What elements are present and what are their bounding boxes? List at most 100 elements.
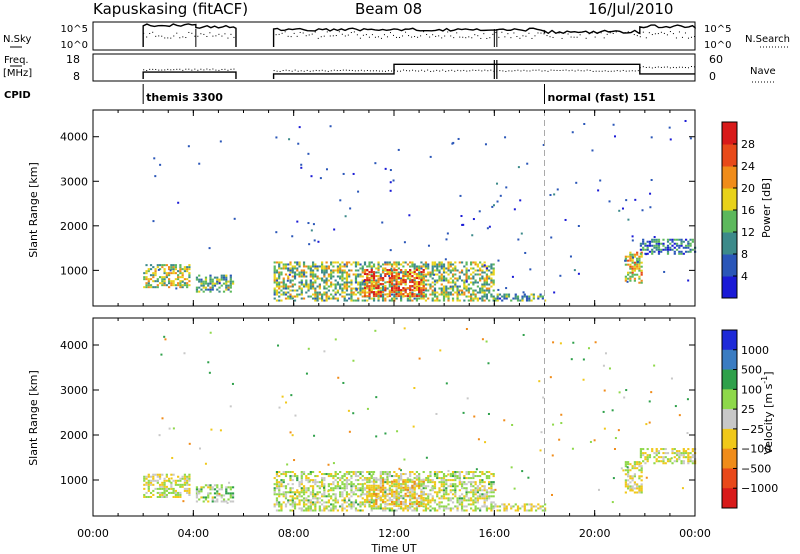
echo-cell — [472, 267, 475, 270]
echo-cell — [445, 295, 448, 298]
echo-cell — [465, 477, 468, 480]
echo-cell — [481, 277, 484, 280]
echo-cell — [638, 461, 641, 464]
echo-cell — [350, 471, 353, 474]
echo-cell — [521, 295, 524, 298]
echo-cell — [275, 281, 279, 284]
echo-cell — [433, 485, 437, 488]
nave-dot — [324, 70, 326, 72]
echo-cell — [281, 395, 284, 398]
echo-cell — [300, 507, 303, 510]
echo-cell — [377, 287, 380, 290]
echo-cell — [198, 447, 201, 450]
echo-cell — [409, 500, 412, 503]
echo-cell — [438, 265, 441, 268]
echo-cell — [449, 271, 452, 274]
echo-cell — [447, 507, 450, 510]
echo-cell — [323, 293, 326, 296]
echo-cell — [345, 495, 349, 498]
echo-cell — [296, 261, 299, 264]
echo-cell — [503, 419, 506, 422]
echo-cell — [289, 509, 292, 512]
echo-cell — [207, 282, 210, 285]
echo-cell — [386, 273, 389, 276]
echo-cell — [293, 503, 297, 506]
echo-cell — [311, 485, 315, 488]
echo-cell — [397, 293, 400, 296]
echo-cell — [472, 289, 475, 292]
echo-cell — [481, 265, 484, 268]
echo-cell — [537, 295, 540, 298]
echo-cell — [181, 284, 184, 287]
echo-cell — [222, 282, 226, 285]
echo-cell — [449, 491, 452, 494]
echo-cell — [361, 283, 364, 286]
echo-cell — [395, 479, 398, 482]
echo-cell — [298, 261, 301, 264]
echo-cell — [404, 479, 407, 482]
nave-dot — [200, 68, 202, 70]
echo-cell — [406, 509, 409, 512]
echo-cell — [460, 293, 464, 296]
echo-cell — [420, 273, 423, 276]
echo-cell — [361, 269, 364, 272]
echo-cell — [490, 503, 493, 506]
echo-cell — [282, 479, 285, 482]
nave-dot — [550, 69, 552, 71]
nsearch-dot — [564, 32, 566, 34]
echo-cell — [323, 477, 326, 480]
echo-cell — [225, 488, 228, 491]
echo-cell — [429, 287, 432, 290]
echo-cell — [370, 273, 373, 276]
echo-cell — [363, 487, 367, 490]
echo-cell — [467, 277, 470, 280]
echo-cell — [381, 471, 385, 474]
echo-cell — [442, 473, 446, 476]
nsearch-dot — [371, 34, 373, 36]
echo-cell — [375, 396, 378, 399]
echo-cell — [413, 283, 416, 286]
echo-cell — [363, 478, 367, 481]
echo-cell — [366, 287, 369, 290]
echo-cell — [657, 450, 661, 453]
echo-cell — [354, 277, 358, 280]
echo-cell — [229, 488, 232, 491]
echo-cell — [339, 505, 342, 508]
echo-cell — [327, 489, 330, 492]
echo-cell — [156, 266, 159, 269]
nave-dot — [348, 69, 350, 71]
echo-cell — [474, 269, 477, 272]
echo-cell — [424, 497, 428, 500]
echo-cell — [377, 271, 380, 274]
echo-cell — [460, 487, 464, 490]
echo-cell — [318, 481, 321, 484]
echo-cell — [440, 267, 443, 270]
echo-cell — [436, 475, 439, 478]
nave-dot — [158, 69, 160, 71]
echo-cell — [152, 286, 155, 289]
echo-cell — [339, 491, 342, 494]
echo-cell — [404, 483, 407, 486]
echo-cell — [400, 489, 403, 492]
echo-cell — [418, 478, 421, 481]
echo-cell — [624, 473, 627, 476]
echo-cell — [313, 434, 316, 437]
echo-cell — [682, 450, 685, 453]
echo-cell — [314, 507, 317, 510]
echo-cell — [218, 278, 221, 281]
echo-cell — [390, 482, 394, 485]
echo-cell — [278, 501, 281, 504]
echo-cell — [372, 499, 376, 502]
echo-cell — [397, 482, 400, 485]
echo-cell — [473, 415, 476, 418]
echo-cell — [413, 271, 416, 274]
echo-cell — [627, 471, 630, 474]
echo-cell — [204, 278, 208, 281]
echo-cell — [467, 503, 470, 506]
echo-cell — [492, 281, 495, 284]
echo-cell — [321, 493, 324, 496]
echo-cell — [438, 275, 441, 278]
echo-cell — [523, 293, 526, 296]
echo-cell — [202, 286, 205, 289]
echo-cell — [400, 279, 403, 282]
